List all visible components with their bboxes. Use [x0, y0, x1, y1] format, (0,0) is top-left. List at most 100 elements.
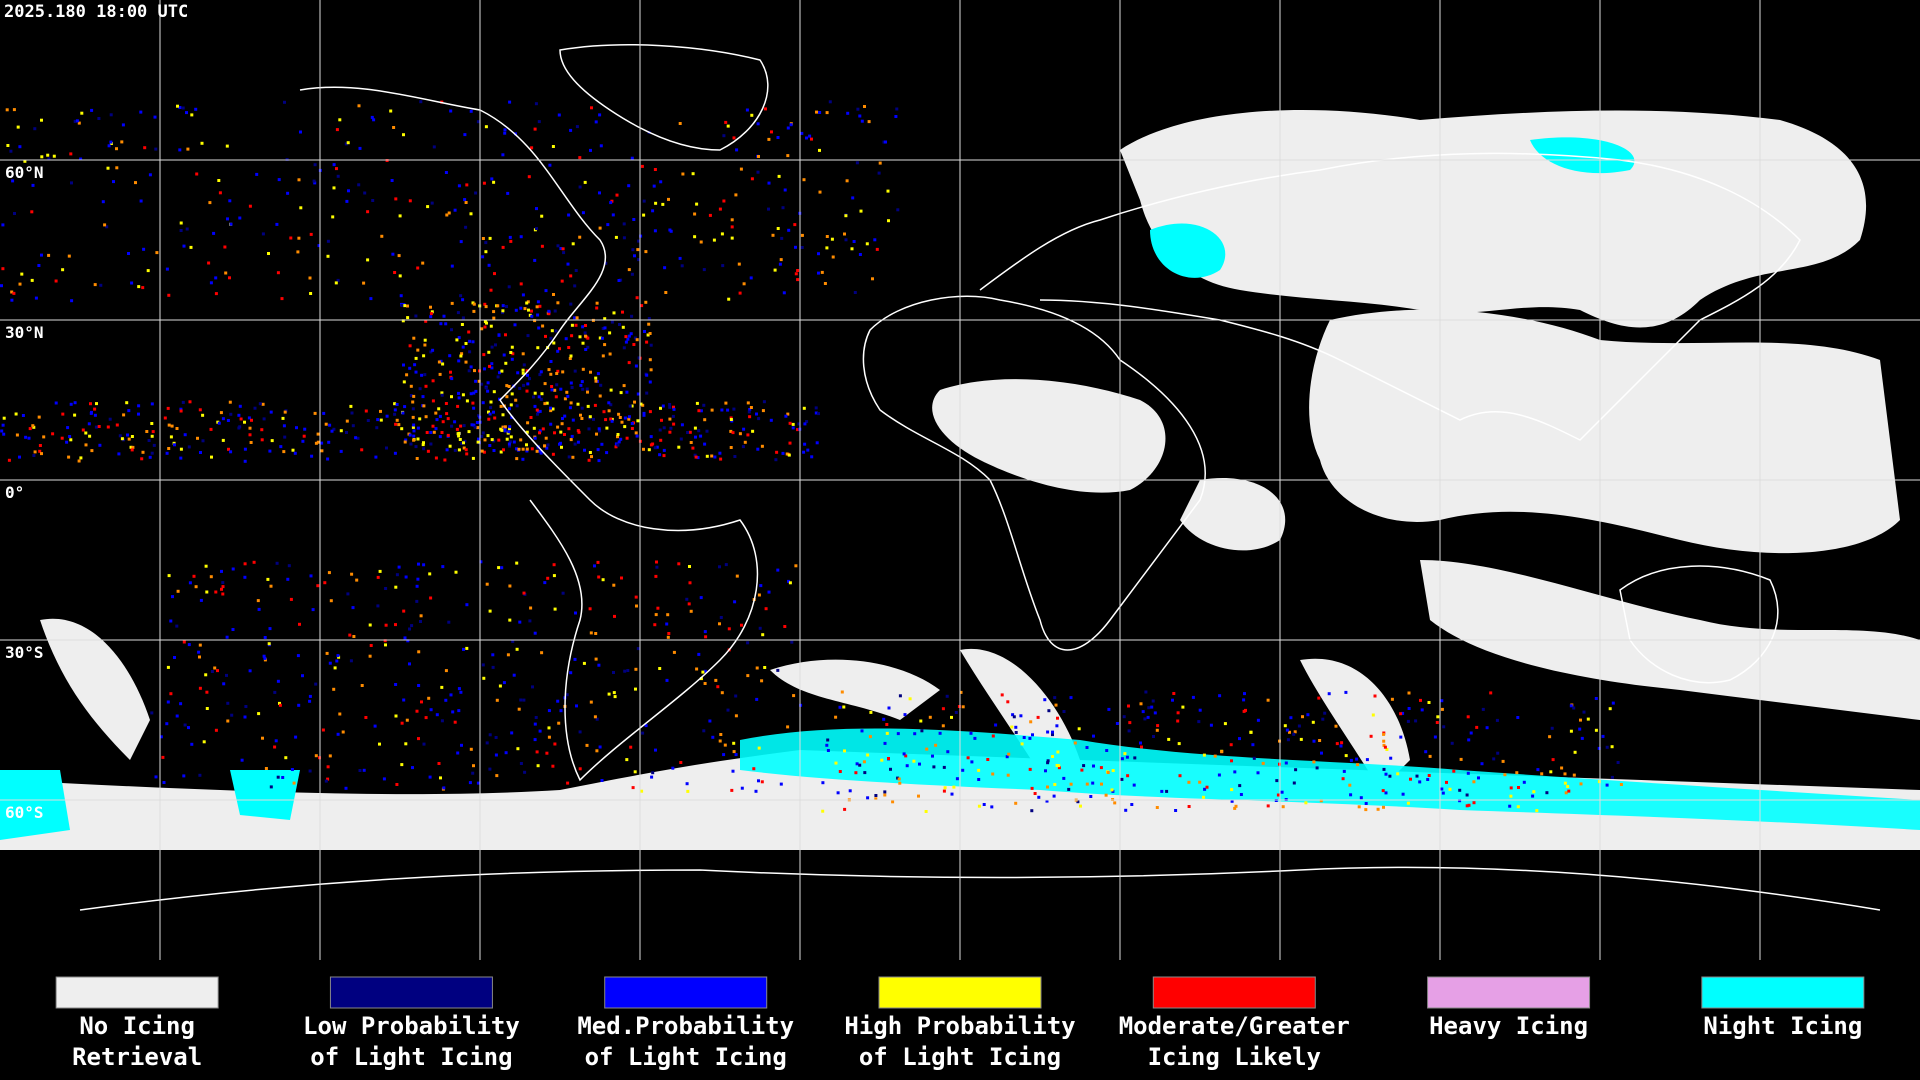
icing-pixel: [204, 564, 208, 568]
icing-pixel: [1006, 700, 1010, 704]
icing-pixel: [1532, 790, 1536, 794]
icing-pixel: [600, 779, 604, 782]
icing-pixel: [614, 445, 618, 449]
icing-pixel: [898, 781, 902, 785]
icing-pixel: [1605, 783, 1609, 787]
icing-pixel: [760, 780, 764, 784]
icing-pixel: [699, 409, 703, 413]
icing-pixel: [897, 777, 901, 781]
icing-pixel: [1466, 771, 1470, 775]
icing-pixel: [889, 767, 892, 771]
icing-pixel: [492, 390, 496, 394]
icing-pixel: [461, 316, 465, 320]
icing-pixel: [587, 427, 591, 431]
icing-pixel: [281, 776, 285, 779]
icing-pixel: [103, 223, 107, 227]
icing-pixel: [316, 584, 320, 588]
icing-pixel: [429, 596, 433, 600]
icing-pixel: [152, 443, 156, 447]
icing-pixel: [348, 633, 352, 637]
icing-pixel: [137, 404, 141, 408]
icing-pixel: [346, 592, 350, 596]
icing-pixel: [468, 350, 472, 354]
icing-pixel: [905, 764, 909, 768]
icing-pixel: [1233, 770, 1237, 774]
icing-pixel: [444, 171, 448, 174]
icing-pixel: [543, 444, 547, 448]
icing-pixel: [226, 701, 230, 705]
icing-pixel: [431, 379, 435, 383]
icing-pixel: [535, 305, 539, 309]
icing-pixel: [210, 455, 213, 459]
icing-pixel: [567, 346, 571, 349]
icing-pixel: [477, 379, 481, 383]
icing-pixel: [480, 382, 484, 386]
icing-pixel: [360, 684, 364, 687]
icing-pixel: [411, 425, 415, 429]
icing-pixel: [1046, 785, 1049, 789]
icing-pixel: [799, 703, 803, 707]
icing-pixel: [248, 204, 252, 208]
icing-pixel: [658, 453, 662, 457]
icing-pixel: [181, 106, 185, 110]
icing-pixel: [268, 627, 272, 631]
icing-pixel: [376, 418, 380, 422]
icing-pixel: [368, 623, 372, 627]
icing-pixel: [1608, 707, 1612, 711]
icing-pixel: [400, 721, 404, 725]
icing-pixel: [1132, 783, 1136, 787]
icing-pixel: [569, 401, 573, 405]
icing-pixel: [661, 404, 665, 408]
icing-pixel: [536, 412, 539, 416]
icing-pixel: [390, 179, 394, 182]
icing-pixel: [757, 779, 760, 783]
icing-pixel: [84, 431, 88, 435]
icing-pixel: [1244, 708, 1247, 712]
icing-pixel: [1051, 730, 1054, 734]
icing-pixel: [871, 277, 874, 281]
icing-pixel: [499, 404, 503, 408]
icing-pixel: [221, 585, 225, 589]
icing-pixel: [326, 254, 330, 258]
icing-pixel: [567, 455, 571, 459]
icing-pixel: [204, 673, 208, 677]
icing-pixel: [255, 172, 259, 176]
icing-pixel: [248, 433, 252, 437]
icing-pixel: [109, 140, 113, 144]
icing-pixel: [369, 644, 373, 647]
icing-pixel: [616, 443, 620, 447]
icing-pixel: [898, 694, 902, 698]
icing-pixel: [1441, 791, 1445, 795]
icing-pixel: [441, 362, 445, 366]
icing-pixel: [108, 417, 112, 421]
icing-pixel: [412, 423, 416, 427]
icing-pixel: [639, 234, 643, 238]
icing-pixel: [339, 429, 343, 433]
icing-pixel: [668, 403, 672, 406]
icing-pixel: [559, 709, 563, 713]
icing-pixel: [581, 367, 585, 371]
icing-pixel: [586, 404, 590, 408]
icing-pixel: [608, 331, 612, 335]
icing-pixel: [729, 429, 733, 433]
icing-pixel: [1597, 746, 1601, 750]
icing-pixel: [489, 400, 493, 404]
icing-pixel: [843, 807, 847, 811]
icing-pixel: [332, 163, 336, 167]
icing-pixel: [767, 207, 770, 211]
icing-pixel: [205, 707, 209, 710]
icing-pixel: [488, 733, 492, 737]
icing-pixel: [533, 631, 537, 635]
icing-pixel: [515, 457, 519, 461]
icing-pixel: [302, 434, 306, 438]
icing-pixel: [275, 561, 279, 565]
icing-pixel: [597, 427, 601, 431]
icing-pixel: [703, 669, 707, 673]
icing-pixel: [175, 624, 179, 628]
icing-pixel: [416, 348, 420, 352]
icing-pixel: [516, 371, 520, 375]
icing-pixel: [575, 125, 579, 129]
icing-pixel: [2, 416, 6, 420]
cloud-indian: [1309, 309, 1900, 554]
icing-pixel: [1089, 795, 1093, 798]
